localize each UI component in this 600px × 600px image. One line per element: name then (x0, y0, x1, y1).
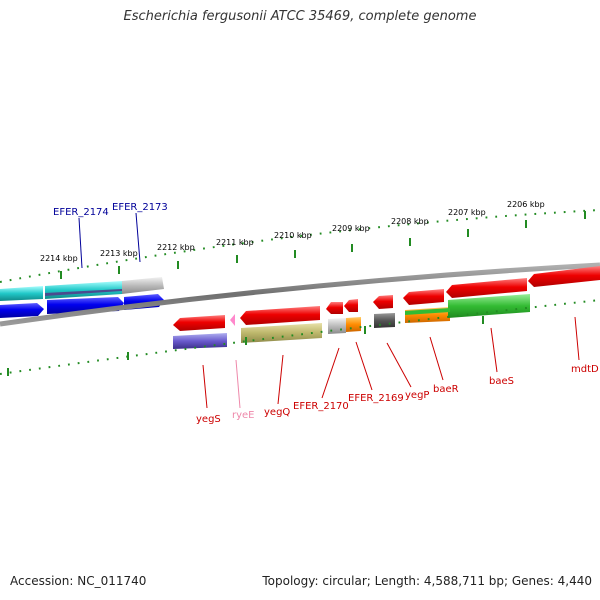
label-line (135, 212, 141, 263)
gene-yegs[interactable] (173, 315, 225, 331)
outer-major-ticks (60, 211, 586, 279)
scale-label: 2214 kbp (40, 254, 78, 263)
gene-yegs-sub[interactable] (173, 333, 227, 349)
gene-label-yegq[interactable]: yegQ (264, 407, 290, 418)
label-line (574, 316, 580, 361)
label-line-ryee (235, 359, 241, 409)
label-line (386, 342, 412, 388)
gene-efer-2174[interactable] (0, 303, 44, 318)
gene-yegq-sub[interactable] (241, 323, 322, 343)
label-line (78, 217, 83, 269)
gene-yegq[interactable] (240, 306, 320, 325)
label-line (490, 327, 498, 373)
gene-label-baes[interactable]: baeS (489, 376, 514, 387)
inner-major-ticks (7, 316, 484, 376)
gene-label-yegp[interactable]: yegP (405, 390, 429, 401)
gene-label-efer-2174[interactable]: EFER_2174 (53, 207, 109, 218)
gene-baes[interactable] (446, 278, 527, 298)
gene-label-baer[interactable]: baeR (433, 384, 459, 395)
gene-yegp-sub[interactable] (374, 313, 395, 328)
gene-mdtd[interactable] (528, 266, 600, 287)
scale-label: 2209 kbp (332, 224, 370, 233)
gene-efer-2169-sub[interactable] (346, 317, 361, 332)
label-line (321, 347, 340, 399)
gene-baes-sub[interactable] (448, 294, 530, 318)
gene-label-mdtd[interactable]: mdtD (571, 364, 599, 375)
accession-text: Accession: NC_011740 (10, 574, 147, 588)
scale-label: 2212 kbp (157, 243, 195, 252)
gene-yegp[interactable] (373, 295, 393, 309)
gene-label-efer-2170[interactable]: EFER_2170 (293, 401, 349, 412)
label-line (202, 364, 208, 409)
genome-backbone (0, 262, 600, 327)
scale-label: 2206 kbp (507, 200, 545, 209)
gene-baer[interactable] (403, 289, 444, 305)
genome-stats-text: Topology: circular; Length: 4,588,711 bp… (262, 574, 592, 588)
label-line (355, 341, 373, 391)
label-line (429, 336, 444, 381)
gene-ryee[interactable] (230, 314, 235, 326)
gene-stripe (45, 289, 122, 296)
scale-label: 2211 kbp (216, 238, 254, 247)
scale-label: 2210 kbp (274, 231, 312, 240)
gene-grey[interactable] (122, 277, 164, 294)
gene-efer-2170[interactable] (326, 302, 343, 314)
map-title: Escherichia fergusonii ATCC 35469, compl… (123, 9, 477, 24)
label-line (277, 354, 284, 405)
gene-label-ryee[interactable]: ryeE (232, 410, 255, 421)
reverse-genes (173, 266, 600, 349)
gene-efer-2169[interactable] (344, 299, 358, 312)
gene-cyan[interactable] (0, 286, 43, 301)
scale-label: 2207 kbp (448, 208, 486, 217)
inner-ruler (0, 299, 600, 375)
gene-label-efer-2173[interactable]: EFER_2173 (112, 202, 168, 213)
scale-label: 2208 kbp (391, 217, 429, 226)
forward-genes (0, 277, 164, 318)
gene-baer-green[interactable] (405, 308, 450, 315)
outer-ruler (0, 209, 600, 283)
scale-label: 2213 kbp (100, 249, 138, 258)
gene-label-yegs[interactable]: yegS (196, 414, 221, 425)
gene-label-efer-2169[interactable]: EFER_2169 (348, 393, 404, 404)
